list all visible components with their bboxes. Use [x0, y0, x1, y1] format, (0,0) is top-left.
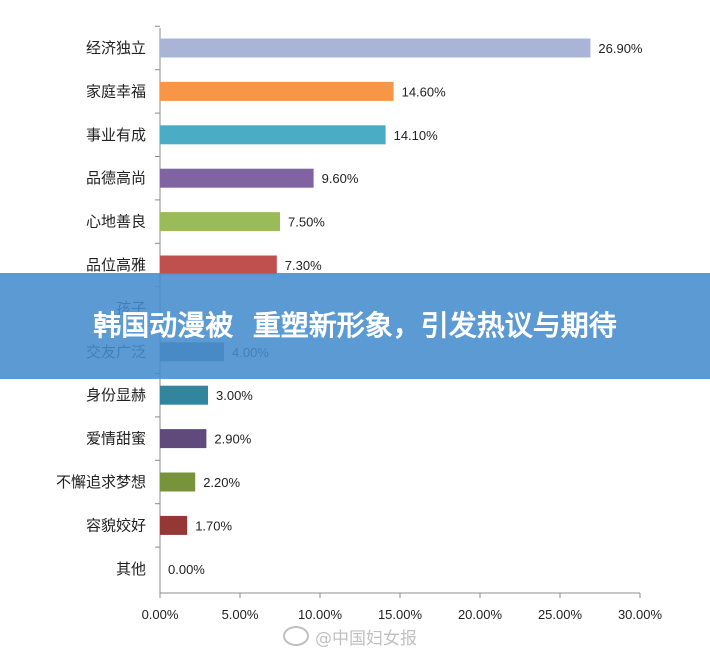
x-tick-label: 30.00% [618, 607, 663, 622]
category-label: 品德高尚 [86, 169, 146, 187]
bar [160, 515, 188, 535]
value-label: 0.00% [168, 562, 205, 577]
bar [160, 212, 280, 232]
x-tick-label: 5.00% [222, 607, 259, 622]
bar [160, 38, 591, 58]
value-label: 2.90% [214, 432, 251, 447]
value-label: 9.60% [322, 171, 359, 186]
value-label: 7.50% [288, 215, 325, 230]
category-label: 不懈追求梦想 [56, 473, 146, 491]
value-label: 14.60% [402, 84, 447, 99]
value-label: 7.30% [285, 258, 322, 273]
bar [160, 168, 314, 188]
category-label: 家庭幸福 [86, 82, 146, 100]
x-tick-label: 0.00% [142, 607, 179, 622]
category-label: 心地善良 [86, 213, 146, 231]
value-label: 3.00% [216, 388, 253, 403]
bar [160, 255, 277, 275]
category-label: 身份显赫 [86, 386, 146, 404]
category-label: 其他 [116, 560, 146, 578]
x-tick-label: 20.00% [458, 607, 503, 622]
bar-layer: 26.90%14.60%14.10%9.60%7.50%7.30%4.00%3.… [160, 38, 643, 577]
x-tick-label: 10.00% [298, 607, 343, 622]
category-label: 容貌姣好 [86, 516, 146, 534]
watermark-text: @中国妇女报 [315, 628, 417, 649]
bar [160, 81, 394, 101]
category-label: 爱情甜蜜 [86, 430, 146, 448]
bar [160, 429, 207, 449]
value-label: 2.20% [203, 475, 240, 490]
x-tick-label: 25.00% [538, 607, 583, 622]
bar [160, 472, 196, 492]
watermark: @中国妇女报 [283, 624, 417, 649]
category-label: 事业有成 [86, 126, 146, 144]
x-tick-label: 15.00% [378, 607, 423, 622]
bar [160, 125, 386, 145]
bar [160, 385, 208, 405]
value-label: 14.10% [394, 128, 439, 143]
banner-title: 韩国动漫被 重塑新形象，引发热议与期待 [93, 309, 617, 342]
value-label: 1.70% [195, 518, 232, 533]
weibo-icon [283, 626, 309, 646]
category-label: 经济独立 [86, 39, 146, 57]
category-label: 品位高雅 [86, 256, 146, 274]
title-banner: 韩国动漫被 重塑新形象，引发热议与期待 [0, 273, 710, 379]
value-label: 26.90% [598, 41, 643, 56]
